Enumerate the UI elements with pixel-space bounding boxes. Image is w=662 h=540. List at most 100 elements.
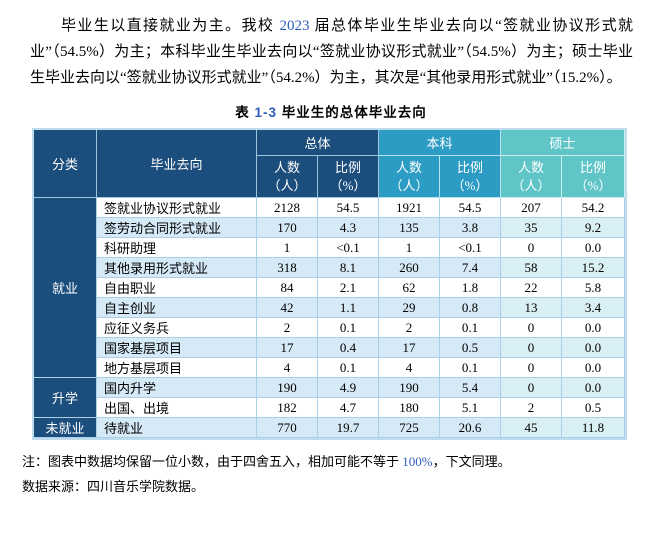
value-cell: 84 <box>257 278 318 298</box>
value-cell: 4 <box>257 358 318 378</box>
value-cell: 29 <box>379 298 441 318</box>
value-cell: 0 <box>501 318 563 338</box>
value-cell: 0.1 <box>318 358 380 378</box>
value-cell: 0.0 <box>562 358 626 378</box>
value-cell: 1.1 <box>318 298 380 318</box>
subheader-master-count: 人数 （人） <box>501 156 563 198</box>
table-row: 签劳动合同形式就业 170 4.3 135 3.8 35 9.2 <box>34 218 626 238</box>
value-cell: 135 <box>379 218 441 238</box>
value-cell: 11.8 <box>562 418 626 438</box>
value-cell: 0 <box>501 238 563 258</box>
destination-cell: 自由职业 <box>97 278 257 298</box>
value-cell: <0.1 <box>440 238 502 258</box>
value-cell: 5.8 <box>562 278 626 298</box>
destination-cell: 国内升学 <box>97 378 257 398</box>
value-cell: 3.8 <box>440 218 502 238</box>
caption-title: 毕业生的总体毕业去向 <box>277 105 427 120</box>
value-cell: 19.7 <box>318 418 380 438</box>
value-cell: 170 <box>257 218 318 238</box>
note-percent: 100% <box>402 454 433 469</box>
table-row: 出国、出境 182 4.7 180 5.1 2 0.5 <box>34 398 626 418</box>
header-group-overall: 总体 <box>257 130 380 156</box>
value-cell: 0.4 <box>318 338 380 358</box>
value-cell: 8.1 <box>318 258 380 278</box>
value-cell: 4.9 <box>318 378 380 398</box>
table-row: 自主创业 42 1.1 29 0.8 13 3.4 <box>34 298 626 318</box>
value-cell: 1 <box>257 238 318 258</box>
header-group-undergraduate: 本科 <box>379 130 502 156</box>
intro-year: 2023 <box>279 18 310 34</box>
caption-number: 1-3 <box>254 105 277 120</box>
value-cell: 2 <box>257 318 318 338</box>
value-cell: 22 <box>501 278 563 298</box>
value-cell: 17 <box>257 338 318 358</box>
value-cell: 2 <box>379 318 441 338</box>
table-row: 地方基层项目 4 0.1 4 0.1 0 0.0 <box>34 358 626 378</box>
note-text-a: 注：图表中数据均保留一位小数，由于四舍五入，相加可能不等于 <box>22 454 403 469</box>
value-cell: 0 <box>501 338 563 358</box>
note-text-b: ，下文同理。 <box>432 454 511 469</box>
note-rounding: 注：图表中数据均保留一位小数，由于四舍五入，相加可能不等于 100%，下文同理。 <box>22 449 662 474</box>
category-cell: 未就业 <box>34 418 97 438</box>
value-cell: 62 <box>379 278 441 298</box>
destination-cell: 应征义务兵 <box>97 318 257 338</box>
value-cell: 3.4 <box>562 298 626 318</box>
value-cell: 0.0 <box>562 318 626 338</box>
table-row: 未就业 待就业 770 19.7 725 20.6 45 11.8 <box>34 418 626 438</box>
value-cell: 0 <box>501 358 563 378</box>
value-cell: 0.1 <box>440 318 502 338</box>
value-cell: 42 <box>257 298 318 318</box>
destination-cell: 签劳动合同形式就业 <box>97 218 257 238</box>
table-row: 国家基层项目 17 0.4 17 0.5 0 0.0 <box>34 338 626 358</box>
value-cell: 54.5 <box>318 198 380 218</box>
header-group-master: 硕士 <box>501 130 626 156</box>
value-cell: 4.3 <box>318 218 380 238</box>
value-cell: 4.7 <box>318 398 380 418</box>
value-cell: 190 <box>257 378 318 398</box>
subheader-overall-ratio: 比例 （%） <box>318 156 380 198</box>
value-cell: 207 <box>501 198 563 218</box>
value-cell: 318 <box>257 258 318 278</box>
value-cell: 0.1 <box>440 358 502 378</box>
table-row: 应征义务兵 2 0.1 2 0.1 0 0.0 <box>34 318 626 338</box>
subheader-undergraduate-count: 人数 （人） <box>379 156 441 198</box>
table-row: 自由职业 84 2.1 62 1.8 22 5.8 <box>34 278 626 298</box>
subheader-master-ratio: 比例 （%） <box>562 156 626 198</box>
value-cell: 0.8 <box>440 298 502 318</box>
category-cell: 就业 <box>34 198 97 378</box>
value-cell: 7.4 <box>440 258 502 278</box>
value-cell: 725 <box>379 418 441 438</box>
value-cell: 58 <box>501 258 563 278</box>
value-cell: 1.8 <box>440 278 502 298</box>
value-cell: 5.4 <box>440 378 502 398</box>
value-cell: 770 <box>257 418 318 438</box>
note-data-source: 数据来源：四川音乐学院数据。 <box>22 479 205 494</box>
table-row: 其他录用形式就业 318 8.1 260 7.4 58 15.2 <box>34 258 626 278</box>
destination-cell: 签就业协议形式就业 <box>97 198 257 218</box>
destination-cell: 科研助理 <box>97 238 257 258</box>
header-sub-row: 人数 （人） 比例 （%） 人数 （人） 比例 （%） 人数 （人） 比例 （%） <box>34 156 626 198</box>
value-cell: 54.5 <box>440 198 502 218</box>
value-cell: 2 <box>501 398 563 418</box>
value-cell: 4 <box>379 358 441 378</box>
value-cell: 0.0 <box>562 338 626 358</box>
value-cell: 180 <box>379 398 441 418</box>
table-caption: 表 1-3 毕业生的总体毕业去向 <box>0 101 662 121</box>
value-cell: 15.2 <box>562 258 626 278</box>
value-cell: 54.2 <box>562 198 626 218</box>
value-cell: 0.5 <box>562 398 626 418</box>
value-cell: <0.1 <box>318 238 380 258</box>
destination-cell: 出国、出境 <box>97 398 257 418</box>
value-cell: 0.5 <box>440 338 502 358</box>
table-row: 就业 签就业协议形式就业 2128 54.5 1921 54.5 207 54.2 <box>34 198 626 378</box>
value-cell: 0.0 <box>562 238 626 258</box>
value-cell: 2128 <box>257 198 318 218</box>
value-cell: 1921 <box>379 198 441 218</box>
destinations-table: 分类 毕业去向 总体 本科 硕士 人数 （人） 比例 （%） 人数 （人） 比例 （%）… <box>32 128 628 440</box>
intro-paragraph: 毕业生以直接就业为主。我校 2023 届总体毕业生毕业去向以“签就业协议形式就业… <box>30 13 633 91</box>
table-row: 科研助理 1 <0.1 1 <0.1 0 0.0 <box>34 238 626 258</box>
subheader-overall-count: 人数 （人） <box>257 156 318 198</box>
value-cell: 45 <box>501 418 563 438</box>
destination-cell: 国家基层项目 <box>97 338 257 358</box>
value-cell: 190 <box>379 378 441 398</box>
